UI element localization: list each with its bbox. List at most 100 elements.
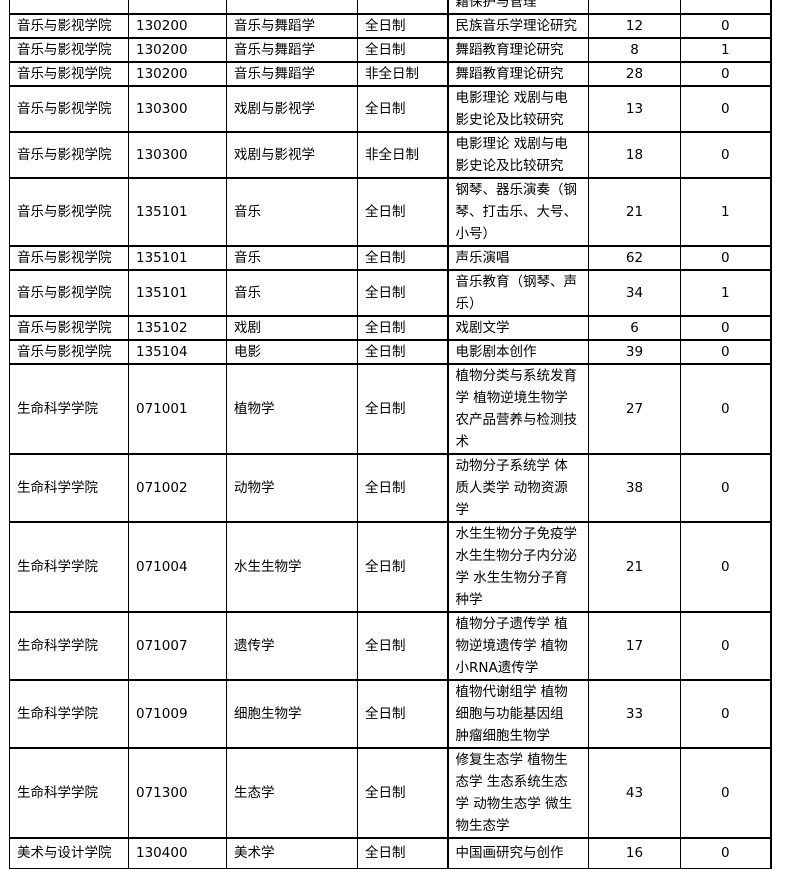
cell-college: 生命科学学院 (9, 679, 129, 749)
cell-direction: 动物分子系统学 体质人类学 动物资源学 (446, 453, 589, 523)
cell-direction: 中国画研究与创作 (446, 837, 589, 869)
cell-code: 071004 (128, 521, 227, 613)
cell-code: 071300 (128, 747, 227, 839)
cell-type: 全日制 (357, 245, 448, 271)
table-row: 生命科学学院 071001 植物学 全日制 植物分类与系统发育学 植物逆境生物学 农产品… (9, 363, 772, 455)
table-row: 籍保护与管理 (9, 0, 772, 15)
cell-college: 美术与设计学院 (9, 837, 129, 869)
table-row: 音乐与影视学院 135101 音乐 全日制 音乐教育（钢琴、声乐） 34 1 (9, 269, 772, 317)
cell-extra: 1 (680, 269, 772, 317)
cell-code: 071001 (128, 363, 227, 455)
cell-college: 音乐与影视学院 (9, 269, 129, 317)
cell-plan: 21 (588, 177, 681, 247)
cell-code: 135102 (128, 315, 227, 341)
cell-major: 细胞生物学 (226, 679, 358, 749)
table-row: 音乐与影视学院 130200 音乐与舞蹈学 全日制 民族音乐学理论研究 12 0 (9, 13, 772, 39)
cell-college: 音乐与影视学院 (9, 131, 129, 179)
cell-extra: 0 (680, 245, 772, 271)
cell-direction: 水生生物分子免疫学 水生生物分子内分泌学 水生生物分子育种学 (446, 521, 589, 613)
table-row: 音乐与影视学院 135101 音乐 全日制 声乐演唱 62 0 (9, 245, 772, 271)
cell-plan: 8 (588, 37, 681, 63)
cell-major: 电影 (226, 339, 358, 365)
cell-code: 071002 (128, 453, 227, 523)
cell-code: 130300 (128, 85, 227, 133)
cell-type: 全日制 (357, 37, 448, 63)
cell-code: 071009 (128, 679, 227, 749)
cell-extra: 0 (680, 453, 772, 523)
cell-major: 音乐 (226, 269, 358, 317)
enrollment-table: 籍保护与管理 音乐与影视学院 130200 音乐与舞蹈学 全日制 民族音乐学理论研究 12 0… (9, 0, 772, 869)
cell-direction: 植物分子遗传学 植物逆境遗传学 植物小RNA遗传学 (446, 611, 589, 681)
cell-college (9, 0, 129, 15)
table-row: 生命科学学院 071009 细胞生物学 全日制 植物代谢组学 植物细胞与功能基因组 肿瘤… (9, 679, 772, 749)
cell-plan: 12 (588, 13, 681, 39)
cell-extra: 0 (680, 61, 772, 87)
cell-extra: 0 (680, 747, 772, 839)
cell-major: 美术学 (226, 837, 358, 869)
cell-extra: 0 (680, 611, 772, 681)
cell-college: 音乐与影视学院 (9, 315, 129, 341)
cell-type: 全日制 (357, 747, 448, 839)
cell-type: 全日制 (357, 611, 448, 681)
enrollment-table-container: 籍保护与管理 音乐与影视学院 130200 音乐与舞蹈学 全日制 民族音乐学理论研究 12 0… (9, 0, 772, 869)
cell-direction: 电影剧本创作 (446, 339, 589, 365)
cell-code: 130300 (128, 131, 227, 179)
cell-major: 戏剧 (226, 315, 358, 341)
cell-direction: 籍保护与管理 (446, 0, 589, 15)
cell-direction: 电影理论 戏剧与电影史论及比较研究 (446, 131, 589, 179)
cell-college: 音乐与影视学院 (9, 37, 129, 63)
cell-extra: 0 (680, 85, 772, 133)
cell-plan: 33 (588, 679, 681, 749)
cell-type: 非全日制 (357, 61, 448, 87)
cell-major: 音乐 (226, 245, 358, 271)
cell-college: 音乐与影视学院 (9, 61, 129, 87)
cell-direction: 民族音乐学理论研究 (446, 13, 589, 39)
cell-plan: 6 (588, 315, 681, 341)
cell-extra: 0 (680, 363, 772, 455)
cell-extra: 1 (680, 177, 772, 247)
cell-major: 植物学 (226, 363, 358, 455)
cell-type: 非全日制 (357, 131, 448, 179)
cell-plan: 18 (588, 131, 681, 179)
table-row: 音乐与影视学院 130300 戏剧与影视学 全日制 电影理论 戏剧与电影史论及比较研究 1… (9, 85, 772, 133)
cell-type: 全日制 (357, 339, 448, 365)
table-row: 音乐与影视学院 130300 戏剧与影视学 非全日制 电影理论 戏剧与电影史论及比较研究… (9, 131, 772, 179)
cell-major: 音乐与舞蹈学 (226, 37, 358, 63)
cell-college: 生命科学学院 (9, 453, 129, 523)
cell-type: 全日制 (357, 13, 448, 39)
cell-college: 生命科学学院 (9, 521, 129, 613)
cell-college: 音乐与影视学院 (9, 13, 129, 39)
cell-type: 全日制 (357, 837, 448, 869)
cell-direction: 音乐教育（钢琴、声乐） (446, 269, 589, 317)
table-row: 音乐与影视学院 135101 音乐 全日制 钢琴、器乐演奏（钢琴、打击乐、大号、小号） 2… (9, 177, 772, 247)
cell-type: 全日制 (357, 679, 448, 749)
cell-extra: 0 (680, 339, 772, 365)
cell-college: 音乐与影视学院 (9, 177, 129, 247)
cell-plan: 28 (588, 61, 681, 87)
cell-plan: 17 (588, 611, 681, 681)
cell-direction: 舞蹈教育理论研究 (446, 61, 589, 87)
cell-direction: 植物代谢组学 植物细胞与功能基因组 肿瘤细胞生物学 (446, 679, 589, 749)
cell-plan: 39 (588, 339, 681, 365)
table-row: 音乐与影视学院 130200 音乐与舞蹈学 非全日制 舞蹈教育理论研究 28 0 (9, 61, 772, 87)
table-row: 生命科学学院 071004 水生生物学 全日制 水生生物分子免疫学 水生生物分子内分泌学… (9, 521, 772, 613)
cell-plan: 38 (588, 453, 681, 523)
cell-extra: 0 (680, 315, 772, 341)
cell-code: 135104 (128, 339, 227, 365)
cell-major: 戏剧与影视学 (226, 131, 358, 179)
cell-college: 生命科学学院 (9, 747, 129, 839)
cell-college: 音乐与影视学院 (9, 339, 129, 365)
cell-extra: 0 (680, 837, 772, 869)
cell-code: 135101 (128, 177, 227, 247)
cell-college: 生命科学学院 (9, 363, 129, 455)
cell-direction: 声乐演唱 (446, 245, 589, 271)
cell-type: 全日制 (357, 85, 448, 133)
cell-major: 音乐与舞蹈学 (226, 13, 358, 39)
cell-type: 全日制 (357, 269, 448, 317)
cell-code: 130200 (128, 13, 227, 39)
cell-plan: 43 (588, 747, 681, 839)
table-row: 音乐与影视学院 135102 戏剧 全日制 戏剧文学 6 0 (9, 315, 772, 341)
cell-plan (588, 0, 681, 15)
table-row: 音乐与影视学院 130200 音乐与舞蹈学 全日制 舞蹈教育理论研究 8 1 (9, 37, 772, 63)
cell-code: 135101 (128, 245, 227, 271)
